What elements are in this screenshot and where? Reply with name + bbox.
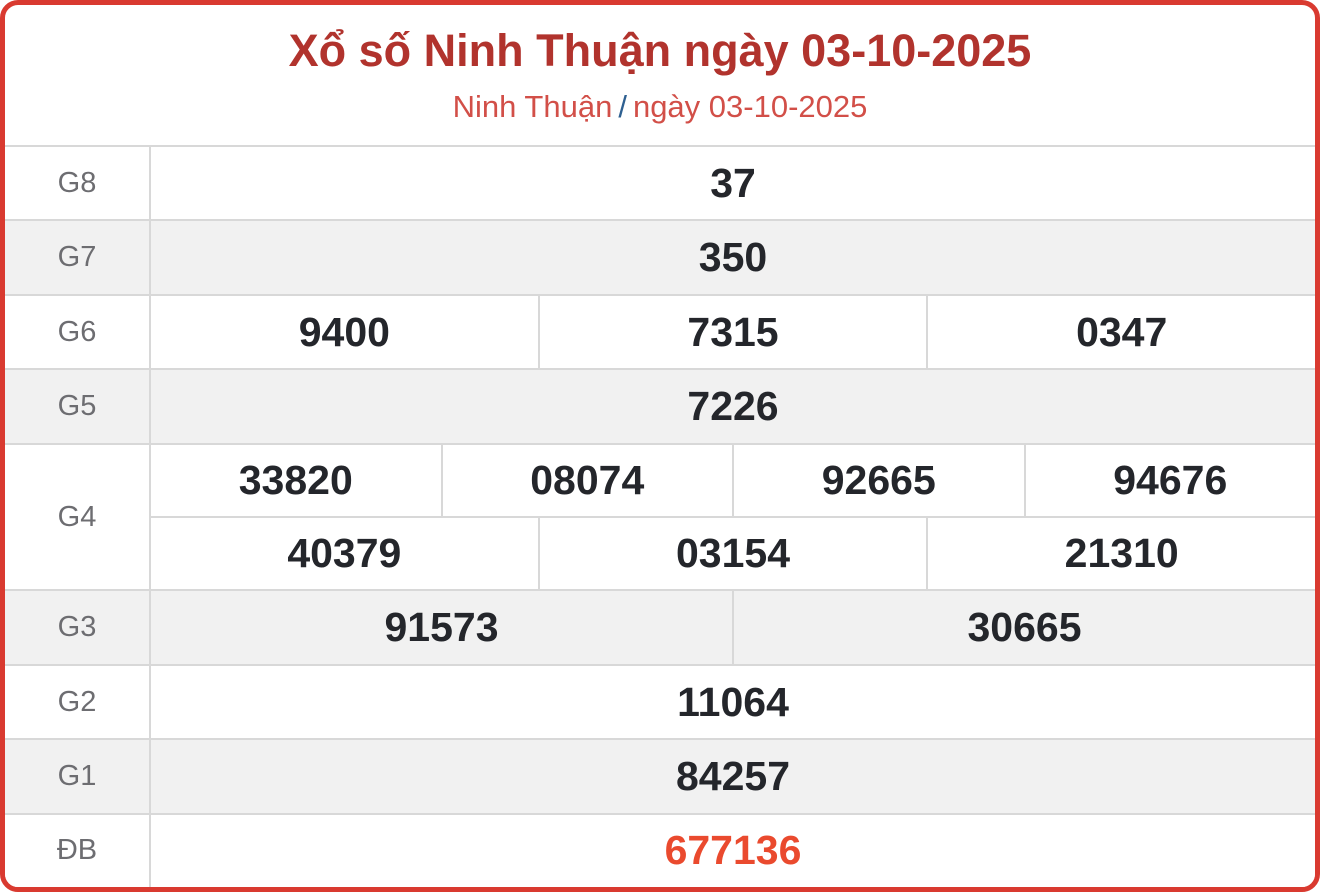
prize-value: 21310: [926, 518, 1315, 590]
result-header: Xổ số Ninh Thuận ngày 03-10-2025 Ninh Th…: [5, 5, 1315, 145]
result-row-g7: G7 350: [5, 221, 1315, 296]
breadcrumb-date-link[interactable]: ngày 03-10-2025: [632, 89, 868, 124]
prize-value: 350: [698, 234, 768, 281]
prize-value: 33820: [238, 456, 353, 503]
prize-value: 11064: [677, 678, 789, 725]
result-row-g4: G4 33820 08074 92665 94676 40379 03154 2…: [5, 444, 1316, 592]
page-title: Xổ số Ninh Thuận ngày 03-10-2025: [288, 25, 1032, 76]
prize-value: 37: [710, 159, 756, 206]
prize-value: 08074: [440, 444, 733, 517]
result-row-g8: G8 37: [5, 147, 1315, 222]
breadcrumb-region-link[interactable]: Ninh Thuận: [452, 89, 613, 124]
prize-line: 33820 08074 92665 94676: [151, 444, 1316, 517]
prize-value: 94676: [1023, 444, 1316, 517]
result-row-g6: G6 9400 7315 0347: [5, 295, 1315, 371]
prize-value: 7226: [687, 382, 779, 429]
prize-label: G1: [5, 740, 151, 813]
results-table: G8 37 G7 350 G6 9400 7315 0347 G5 7226: [5, 145, 1315, 887]
prize-value: 7315: [537, 295, 927, 369]
prize-label: G3: [5, 591, 151, 664]
prize-line: 40379 03154 21310: [151, 516, 1315, 590]
prize-value: 91573: [384, 604, 499, 651]
prize-value: 9400: [298, 308, 390, 355]
prize-label: G5: [5, 370, 151, 443]
prize-value: 84257: [675, 752, 790, 799]
prize-value: 0347: [926, 295, 1315, 369]
prize-value: 92665: [732, 444, 1024, 517]
result-row-db: ĐB 677136: [5, 814, 1315, 887]
prize-label: ĐB: [5, 814, 151, 887]
breadcrumb: Ninh Thuận / ngày 03-10-2025: [453, 89, 868, 125]
prize-label: G2: [5, 665, 151, 739]
result-row-g1: G1 84257: [5, 740, 1315, 815]
prize-label: G6: [5, 295, 151, 369]
result-row-g3: G3 91573 30665: [5, 591, 1315, 666]
result-row-g2: G2 11064: [5, 665, 1315, 741]
special-prize-value: 677136: [664, 827, 802, 874]
prize-value: 03154: [537, 518, 927, 590]
prize-value: 40379: [287, 530, 402, 577]
prize-label: G4: [5, 444, 151, 590]
prize-value: 30665: [732, 591, 1315, 664]
prize-label: G8: [5, 147, 151, 220]
prize-label: G7: [5, 221, 151, 294]
breadcrumb-separator: /: [618, 89, 627, 124]
result-row-g5: G5 7226: [5, 370, 1315, 445]
